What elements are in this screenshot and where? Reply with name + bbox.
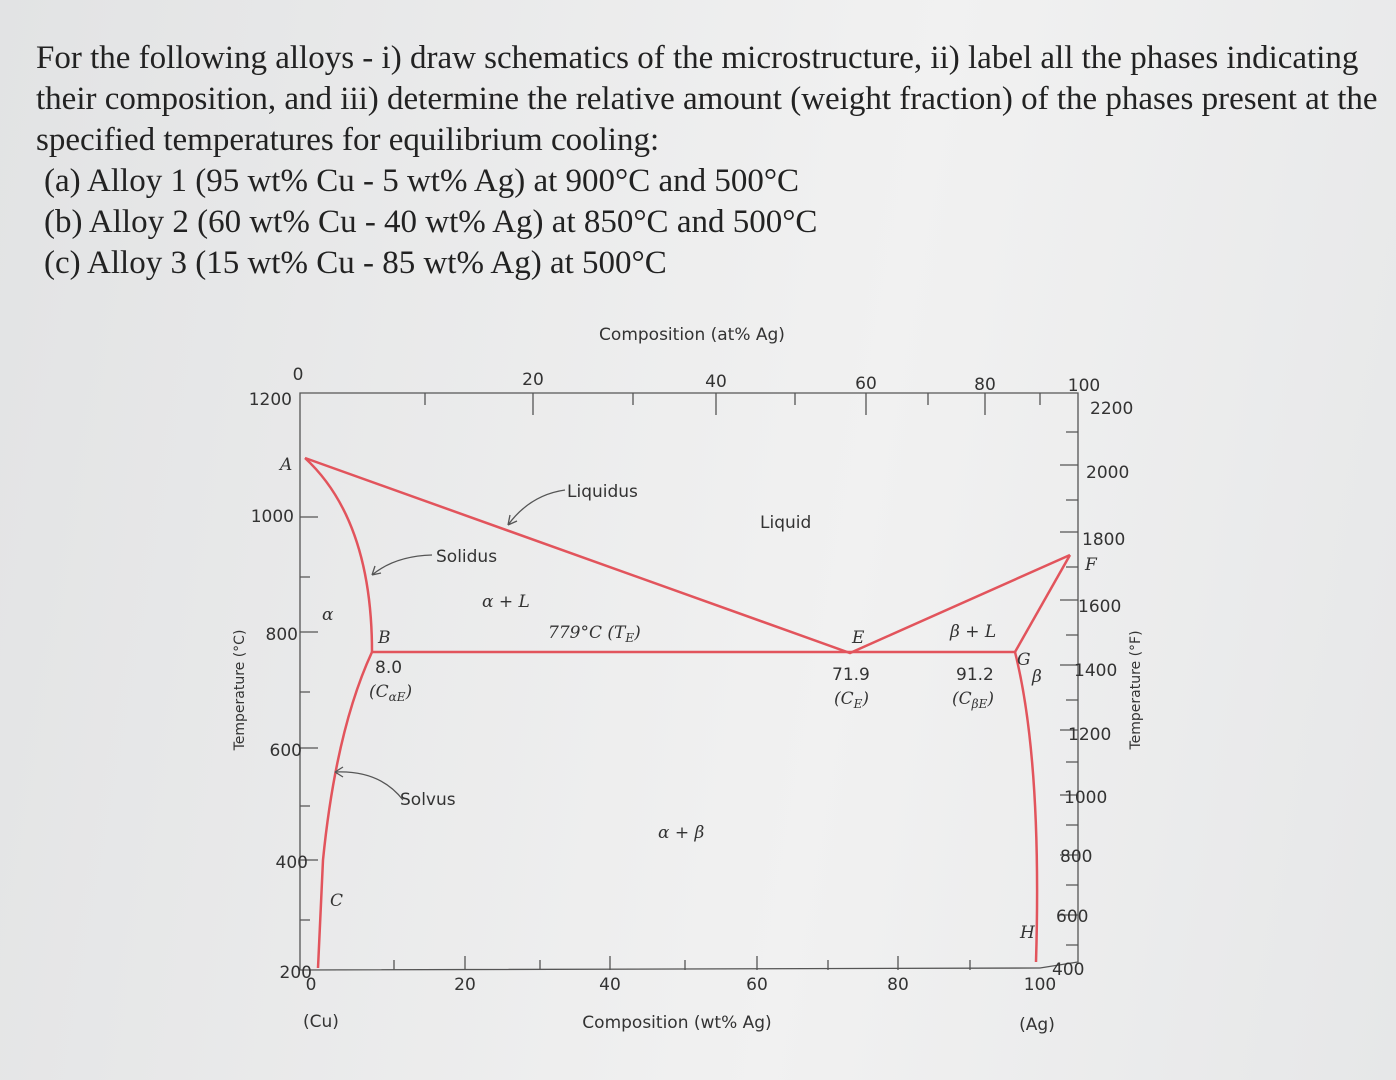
arrows: [334, 489, 566, 801]
point-label: G: [1017, 650, 1031, 670]
point-label: H: [1019, 923, 1036, 943]
point-label: C: [330, 891, 343, 911]
composition-value: 71.9: [832, 665, 870, 685]
region-label: Solvus: [400, 790, 456, 810]
label-part: ): [405, 682, 413, 702]
top-tick-label: 100: [1068, 376, 1100, 396]
right-tick-label: 1800: [1082, 530, 1125, 550]
left-tick-label: 1200: [249, 390, 292, 410]
label-part: ): [861, 689, 869, 709]
right-tick-label: 1200: [1068, 725, 1111, 745]
label-part: 779°C (T: [548, 623, 627, 643]
label-part: ): [633, 623, 641, 643]
right-tick-label: 1400: [1074, 661, 1117, 681]
label-part: (C: [952, 689, 972, 709]
left-tick-label: 400: [276, 853, 308, 873]
label-part: αE: [389, 690, 406, 704]
right-axis-title: Temperature (°F): [1128, 630, 1144, 750]
bottom-tick-label: 100: [1024, 975, 1056, 995]
right-tick-label: 2200: [1090, 399, 1133, 419]
label-part: E: [853, 697, 863, 711]
bottom-tick-label: 60: [746, 975, 768, 995]
right-tick-label: 2000: [1086, 463, 1129, 483]
question-item: (b) Alloy 2 (60 wt% Cu - 40 wt% Ag) at 8…: [44, 204, 818, 240]
region-label: Liquidus: [567, 482, 638, 502]
point-label: F: [1084, 555, 1098, 575]
composition-label: (CαE): [369, 682, 412, 704]
right-tick-label: 400: [1052, 960, 1084, 980]
bottom-axis-title: Composition (wt% Ag): [582, 1013, 771, 1033]
left-tick-label: 800: [266, 625, 298, 645]
question-item: (a) Alloy 1 (95 wt% Cu - 5 wt% Ag) at 90…: [44, 163, 800, 199]
bottom-end-label: (Ag): [1019, 1015, 1055, 1035]
composition-value: 91.2: [956, 665, 994, 685]
top-tick-label: 20: [522, 370, 544, 390]
label-part: ): [986, 689, 994, 709]
bottom-end-label: (Cu): [303, 1012, 339, 1032]
region-label: Solidus: [436, 547, 497, 567]
bottom-tick-label: 40: [599, 975, 621, 995]
eutectic-label: 779°C (TE): [548, 623, 641, 645]
question-item: (c) Alloy 3 (15 wt% Cu - 85 wt% Ag) at 5…: [44, 245, 667, 281]
question: For the following alloys - i) draw schem…: [36, 38, 1381, 284]
composition-label: (CE): [834, 689, 869, 711]
label-part: βE: [971, 697, 988, 711]
region-label: α: [322, 605, 334, 625]
right-tick-label: 1000: [1064, 788, 1107, 808]
left-tick-label: 1000: [251, 507, 294, 527]
bottom-tick-label: 20: [454, 975, 476, 995]
left-tick-label: 600: [270, 741, 302, 761]
point-label: E: [851, 628, 865, 648]
right-tick-label: 1600: [1078, 597, 1121, 617]
top-tick-label: 60: [855, 374, 877, 394]
right-tick-label: 800: [1060, 847, 1092, 867]
left-axis-title: Temperature (°C): [232, 630, 248, 752]
region-label: α + L: [482, 592, 530, 612]
question-intro: For the following alloys - i) draw schem…: [36, 40, 1378, 158]
ticks: [300, 393, 1078, 970]
label-part: (C: [834, 689, 854, 709]
phase-boundaries: [304, 456, 1072, 969]
top-tick-label: 80: [974, 375, 996, 395]
top-axis-title: Composition (at% Ag): [599, 325, 785, 345]
point-label: B: [377, 628, 391, 648]
region-label: Liquid: [760, 513, 811, 533]
plot-frame: [299, 392, 1079, 971]
composition-value: 8.0: [375, 658, 402, 678]
label-part: (C: [369, 682, 389, 702]
right-tick-label: 600: [1056, 907, 1088, 927]
region-label: β: [1031, 667, 1042, 687]
top-tick-label: 40: [705, 372, 727, 392]
point-label: A: [278, 455, 292, 475]
left-tick-label: 200: [280, 963, 312, 983]
label-part: E: [624, 631, 634, 645]
region-label: β + L: [949, 622, 996, 642]
region-label: α + β: [658, 823, 705, 843]
bottom-tick-label: 0: [306, 975, 317, 995]
bottom-tick-label: 80: [887, 975, 909, 995]
top-tick-label: 0: [293, 365, 304, 385]
composition-label: (CβE): [952, 689, 994, 711]
